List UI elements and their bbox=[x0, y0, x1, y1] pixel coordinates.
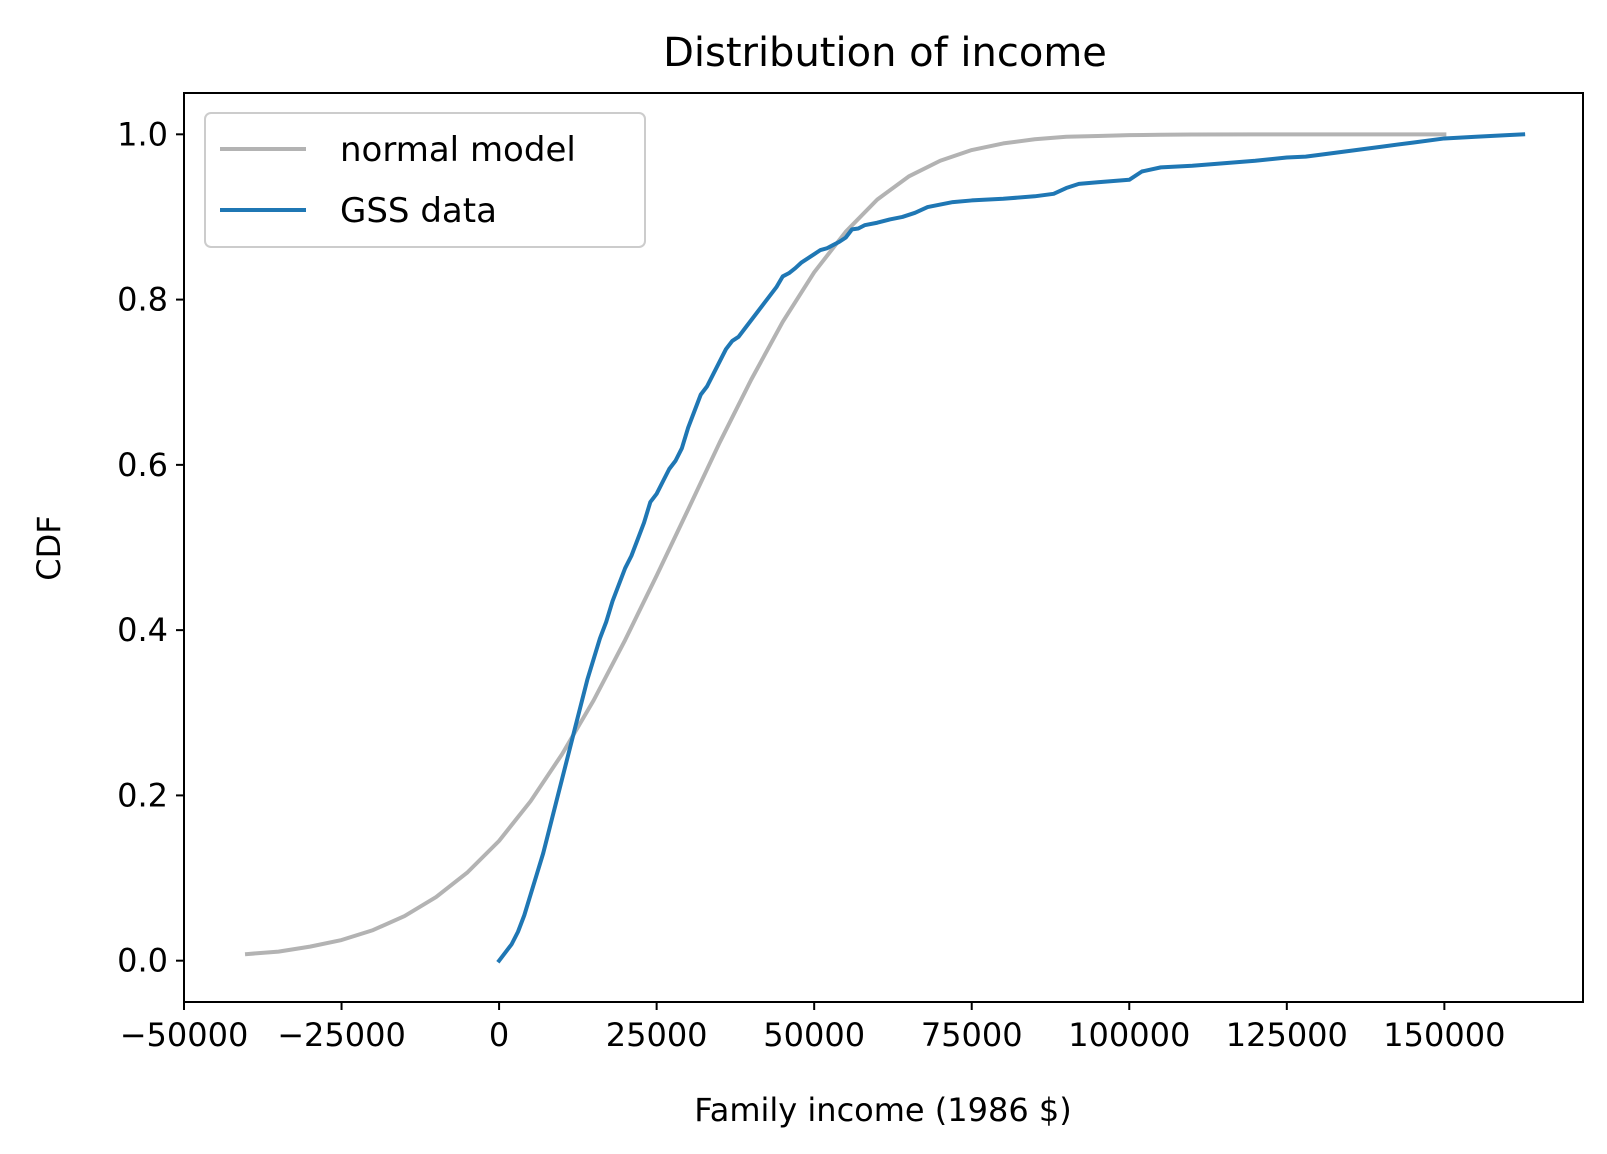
plot-area bbox=[244, 132, 1526, 964]
y-tick-label-0: 0.0 bbox=[117, 942, 168, 980]
legend-label-normal-model: normal model bbox=[340, 130, 576, 170]
x-tick-label-25000: 25000 bbox=[606, 1016, 708, 1054]
legend: normal model GSS data bbox=[204, 112, 646, 248]
x-tick-label-neg-50000: −50000 bbox=[120, 1016, 249, 1054]
legend-box bbox=[204, 112, 646, 248]
series-line-gss-data bbox=[496, 132, 1526, 964]
axes-frame bbox=[183, 92, 1584, 1003]
series-line-normal-model bbox=[244, 132, 1447, 957]
y-axis-label: CDF bbox=[30, 515, 68, 580]
x-tick-label-neg-25000: −25000 bbox=[277, 1016, 406, 1054]
y-tick-label-0-2: 0.2 bbox=[117, 776, 168, 814]
y-tick-label-0-4: 0.4 bbox=[117, 611, 168, 649]
y-tick-label-0-8: 0.8 bbox=[117, 281, 168, 319]
legend-label-gss-data: GSS data bbox=[340, 191, 497, 231]
chart-title: Distribution of income bbox=[663, 30, 1107, 76]
x-tick-label-75000: 75000 bbox=[921, 1016, 1023, 1054]
x-tick-label-100000: 100000 bbox=[1068, 1016, 1190, 1054]
x-tick-label-50000: 50000 bbox=[763, 1016, 865, 1054]
x-tick-label-150000: 150000 bbox=[1383, 1016, 1505, 1054]
y-tick-label-1: 1.0 bbox=[117, 115, 168, 153]
x-tick-label-125000: 125000 bbox=[1226, 1016, 1348, 1054]
x-tick-label-0: 0 bbox=[489, 1016, 509, 1054]
y-axis: 0.0 0.2 0.4 0.6 0.8 1.0 bbox=[117, 115, 184, 980]
x-axis: −50000 −25000 0 25000 50000 75000 100000 125000… bbox=[120, 1002, 1505, 1054]
x-axis-label: Family income (1986 $) bbox=[694, 1091, 1071, 1129]
y-tick-label-0-6: 0.6 bbox=[117, 446, 168, 484]
